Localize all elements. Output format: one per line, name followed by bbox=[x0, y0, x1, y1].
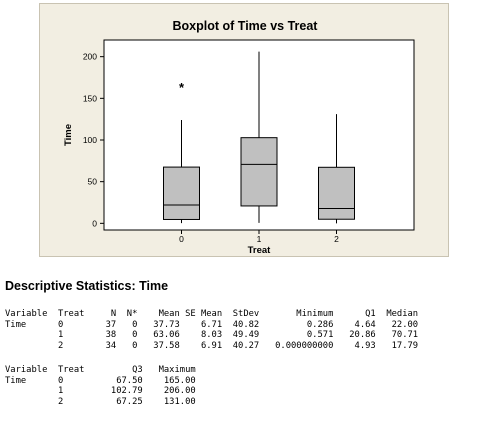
outlier-marker: * bbox=[179, 80, 185, 95]
box-0 bbox=[163, 166, 200, 220]
boxplot-chart: Boxplot of Time vs Treat 0 50 100 150 200 0 1 2 T… bbox=[63, 19, 415, 256]
y-tick-label: 200 bbox=[83, 52, 97, 62]
x-tick-label: 1 bbox=[257, 234, 262, 244]
stats-title: Descriptive Statistics: Time bbox=[5, 279, 169, 293]
box-2 bbox=[318, 166, 355, 220]
y-axis-label: Time bbox=[63, 124, 74, 146]
y-tick-label: 100 bbox=[83, 135, 97, 145]
y-tick-label: 0 bbox=[92, 218, 97, 228]
x-tick-label: 0 bbox=[179, 234, 184, 244]
x-tick-label: 2 bbox=[334, 234, 339, 244]
chart-title: Boxplot of Time vs Treat bbox=[173, 19, 319, 33]
stats-table-1: Variable Treat N N* Mean SE Mean StDev M… bbox=[5, 309, 419, 351]
boxplot-panel: Boxplot of Time vs Treat 0 50 100 150 200 0 1 2 T… bbox=[39, 3, 449, 257]
box-1 bbox=[240, 137, 278, 207]
y-tick-label: 150 bbox=[83, 93, 97, 103]
y-tick-label: 50 bbox=[88, 177, 98, 187]
x-axis-label: Treat bbox=[248, 245, 272, 256]
stats-table-2: Variable Treat Q3 Maximum Time 0 67.50 1… bbox=[5, 365, 196, 407]
